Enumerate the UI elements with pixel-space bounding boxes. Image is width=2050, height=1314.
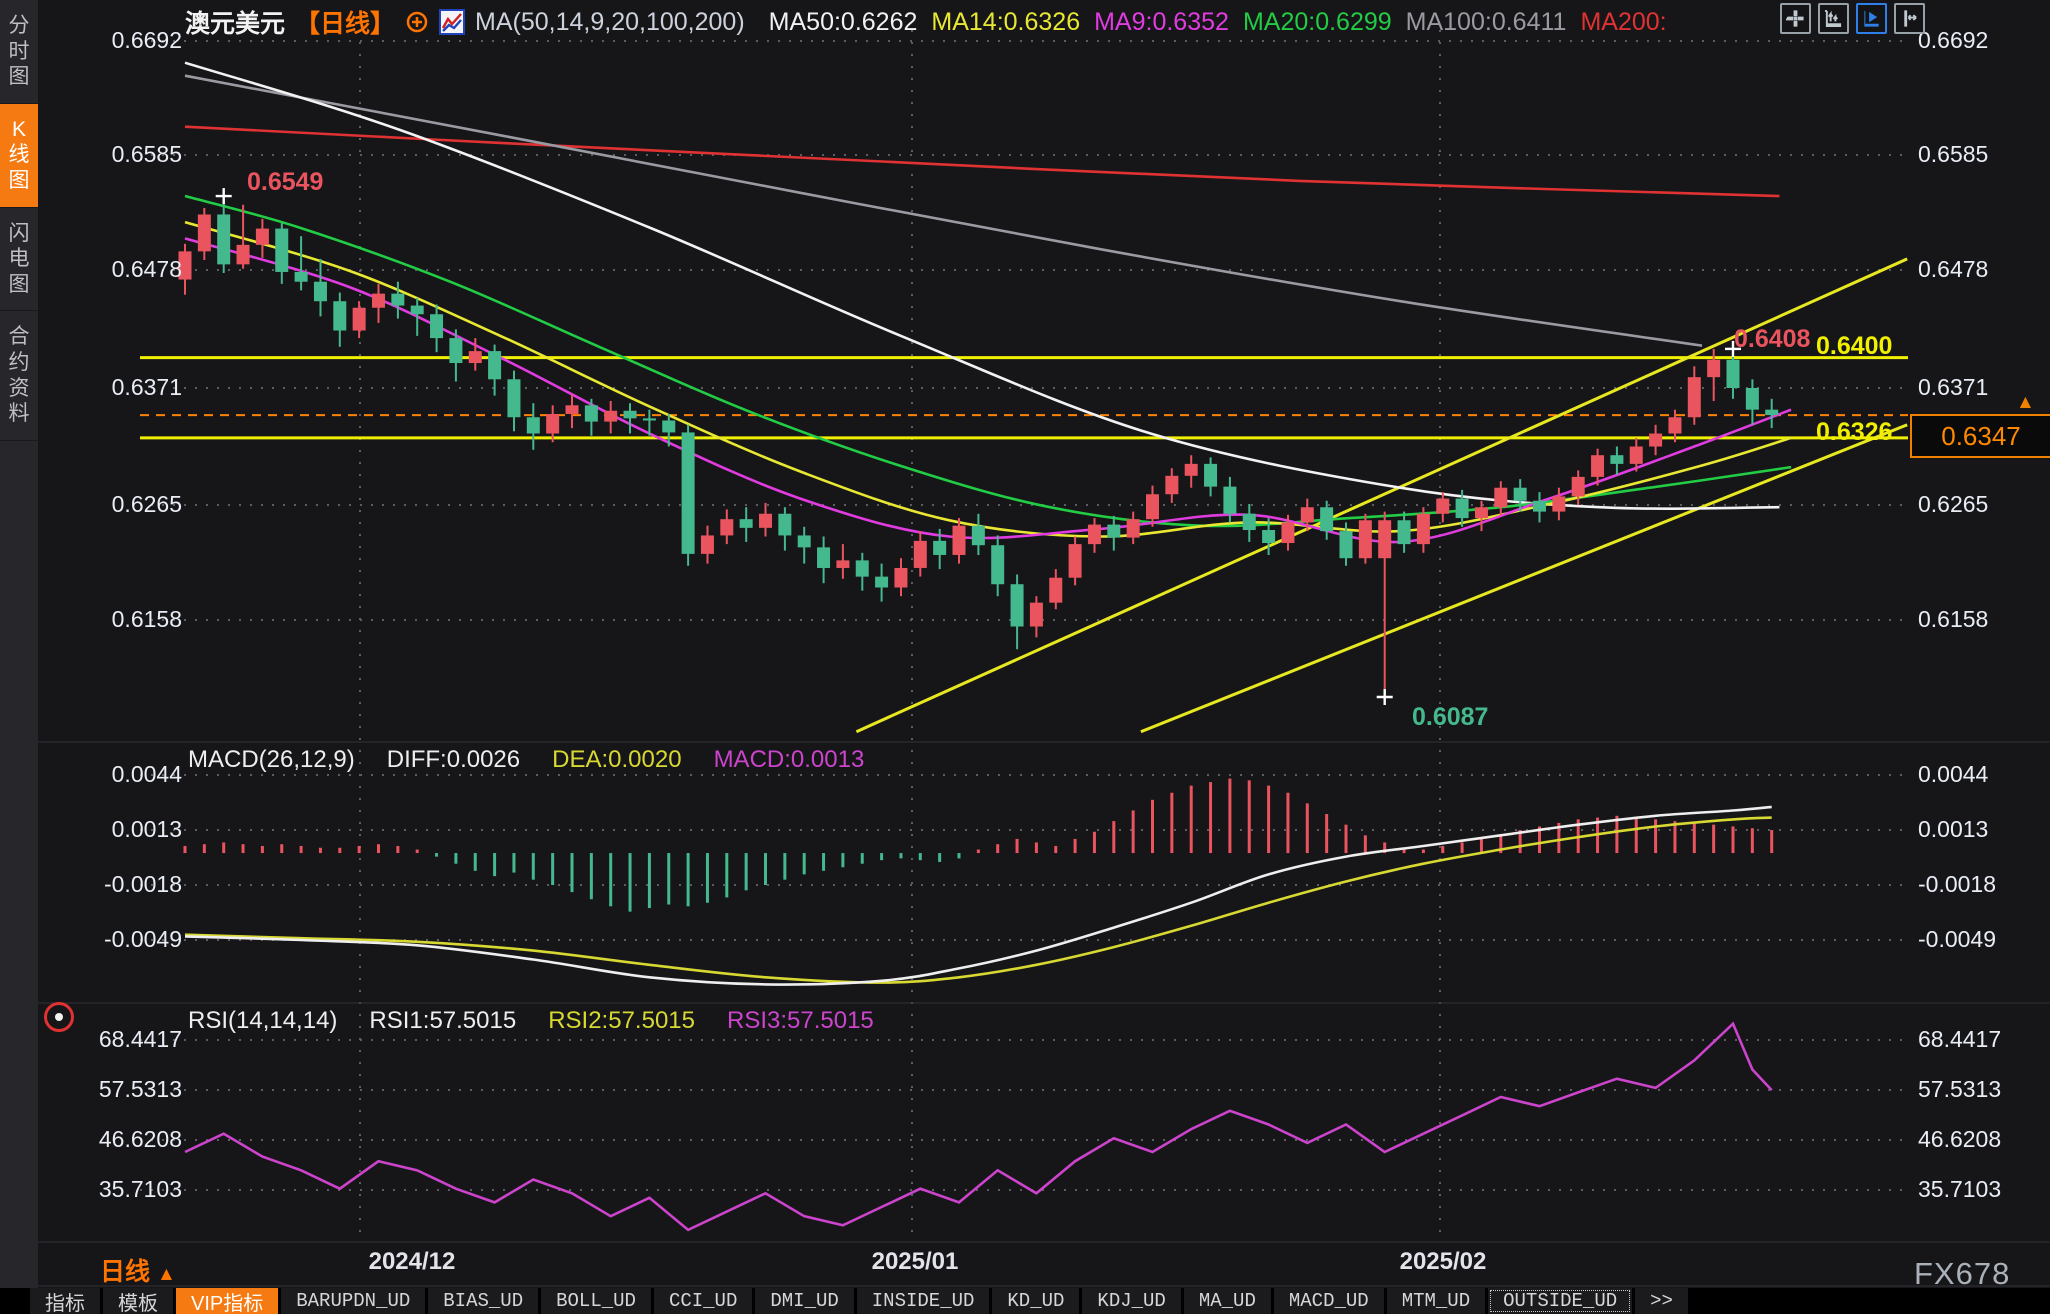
y-axis-tick: 0.0044 [111, 761, 182, 787]
y-axis-tick: 0.6265 [1918, 491, 1989, 517]
y-axis-tick: 0.6371 [111, 374, 182, 400]
y-axis-tick: 35.7103 [1918, 1176, 2002, 1202]
rsi-legend-item: RSI2:57.5015 [548, 1007, 695, 1034]
tab-insideud[interactable]: INSIDE_UD [856, 1288, 990, 1314]
ma-legend-item: MA20:0.6299 [1242, 7, 1392, 36]
y-axis-tick: 0.6585 [111, 141, 182, 167]
ma-legend-item: MA200: [1580, 7, 1667, 36]
add-circle-icon[interactable] [405, 10, 429, 34]
rsi-title: RSI(14,14,14) [188, 1007, 338, 1034]
y-axis-tick: 0.6692 [1918, 27, 1989, 53]
y-axis-tick: -0.0018 [1918, 871, 1997, 897]
tab-bollud[interactable]: BOLL_UD [541, 1288, 651, 1314]
indicator-chart-icon[interactable] [439, 9, 466, 35]
y-axis-tick: 0.6478 [1918, 256, 1989, 282]
support-level-label: 0.6326 [1816, 418, 1893, 446]
last-price-arrow-icon: ▲ [2016, 392, 2035, 413]
pan-tool-icon[interactable] [1780, 3, 1811, 34]
last-price-box: 0.6347 [1910, 414, 2050, 458]
y-axis-tick: -0.0049 [103, 926, 182, 952]
indicator-tabbar: 指标 模板 VIP指标 BARUPDN_UD BIAS_UD BOLL_UD CCI_UD D… [0, 1288, 2050, 1314]
ma-legend-item: MA9:0.6352 [1094, 7, 1229, 36]
macd-title: MACD(26,12,9) [188, 746, 355, 773]
ma-group-label: MA(50,14,9,20,100,200) [475, 7, 745, 36]
tab-kdud[interactable]: KD_UD [992, 1288, 1080, 1314]
tab-maud[interactable]: MA_UD [1183, 1288, 1271, 1314]
y-axis-tick: 0.6158 [1918, 606, 1989, 632]
macd-legend-item: DEA:0.0020 [552, 746, 682, 773]
tab-biasud[interactable]: BIAS_UD [428, 1288, 539, 1314]
macd-pane-header: MACD(26,12,9) DIFF:0.0026 DEA:0.0020 MACD:0… [188, 746, 896, 774]
chart-toolbar [1780, 3, 1925, 34]
y-axis-tick: -0.0049 [1918, 926, 1997, 952]
x-axis-date-3: 2025/02 [1399, 1248, 1487, 1275]
ma-legend: MA50:0.6262 MA14:0.6326 MA9:0.6352 MA20:0.6… [755, 8, 1667, 37]
period-selector[interactable]: 日线 ▲ [100, 1258, 176, 1286]
period-arrow-icon: ▲ [156, 1264, 176, 1285]
rsi-pane-header: RSI(14,14,14) RSI1:57.5015 RSI2:57.5015 RSI… [188, 1007, 906, 1035]
y-axis-tick: 0.6585 [1918, 141, 1989, 167]
symbol-title: 澳元美元 [185, 10, 286, 38]
x-axis-date-2: 2025/01 [871, 1248, 959, 1275]
tab-kdjud[interactable]: KDJ_UD [1082, 1288, 1181, 1314]
y-axis-tick: 57.5313 [1918, 1076, 2002, 1102]
y-axis-tick: 0.6371 [1918, 374, 1989, 400]
y-axis-tick: 0.0013 [111, 816, 182, 842]
x-axis-date-1: 2024/12 [368, 1248, 456, 1275]
y-axis-tick: 35.7103 [98, 1176, 182, 1202]
y-axis-tick: 46.6208 [98, 1126, 182, 1152]
y-axis-tick: 0.0044 [1918, 761, 1989, 787]
axis-scale-icon[interactable] [1818, 3, 1849, 34]
chart-header: 澳元美元 【日线】 MA(50,14,9,20,100,200) MA50:0.… [185, 4, 1667, 40]
macd-legend-item: MACD:0.0013 [713, 746, 865, 773]
sidebar-item-2[interactable]: K 线 图 [0, 103, 38, 208]
ma-legend-item: MA100:0.6411 [1405, 7, 1567, 36]
target-marker-icon [44, 1002, 74, 1032]
y-axis-tick: 0.6265 [111, 491, 182, 517]
y-axis-tick: 0.6478 [111, 256, 182, 282]
sidebar-item-1[interactable]: 分 时 图 [0, 0, 38, 104]
y-axis-tick: 0.0013 [1918, 816, 1989, 842]
swing-high-annotation: 0.6408 [1734, 325, 1811, 353]
y-axis-tick: 57.5313 [98, 1076, 182, 1102]
tab-[interactable]: >> [1635, 1288, 1688, 1314]
y-axis-tick: 68.4417 [98, 1026, 182, 1052]
ma-legend-item: MA50:0.6262 [768, 7, 918, 36]
macd-legend-item: DIFF:0.0026 [386, 746, 521, 773]
y-axis-tick: 0.6158 [111, 606, 182, 632]
axis-playback-icon[interactable] [1856, 3, 1887, 34]
resistance-level-label: 0.6400 [1816, 332, 1893, 360]
tab-cciud[interactable]: CCI_UD [653, 1288, 753, 1314]
tab-macdud[interactable]: MACD_UD [1273, 1288, 1384, 1314]
rsi-legend-item: RSI1:57.5015 [369, 1007, 517, 1034]
sidebar-item-3[interactable]: 闪 电 图 [0, 208, 38, 312]
ma-legend-item: MA14:0.6326 [931, 7, 1081, 36]
y-axis-tick: 0.6692 [111, 27, 182, 53]
sidebar-item-4[interactable]: 合 约 资 料 [0, 311, 38, 441]
rsi-legend-item: RSI3:57.5015 [726, 1007, 874, 1034]
tab-dmiud[interactable]: DMI_UD [755, 1288, 854, 1314]
tab-[interactable]: 模板 [103, 1288, 173, 1314]
tab-vip[interactable]: VIP指标 [176, 1288, 279, 1314]
y-axis-tick: 68.4417 [1918, 1026, 2002, 1052]
low-price-annotation: 0.6087 [1412, 703, 1489, 731]
tab-[interactable]: 指标 [30, 1288, 100, 1314]
high-price-annotation: 0.6549 [247, 168, 324, 196]
tab-mtmud[interactable]: MTM_UD [1386, 1288, 1486, 1314]
tab-outsideud[interactable]: OUTSIDE_UD [1488, 1288, 1633, 1314]
y-axis-tick: 46.6208 [1918, 1126, 2002, 1152]
tab-barupdnud[interactable]: BARUPDN_UD [281, 1288, 426, 1314]
axis-shift-icon[interactable] [1894, 3, 1925, 34]
period-tag: 【日线】 [295, 10, 396, 38]
watermark: FX678 [1914, 1256, 2011, 1291]
y-axis-tick: -0.0018 [103, 871, 182, 897]
